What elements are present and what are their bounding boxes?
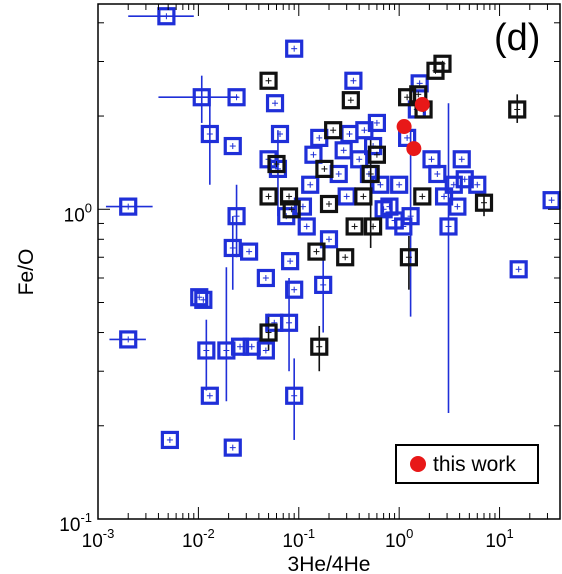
legend-marker	[410, 456, 426, 472]
data-point-square	[433, 54, 452, 73]
data-point-square	[364, 217, 383, 236]
data-point-square	[399, 248, 418, 267]
data-point-square	[119, 330, 138, 349]
data-point-square	[157, 7, 176, 26]
data-point-square	[200, 124, 219, 144]
data-point-square	[428, 164, 447, 184]
data-point-square	[508, 100, 527, 119]
data-point-square	[439, 217, 458, 236]
data-point-square	[468, 175, 487, 194]
data-point-square	[341, 91, 360, 110]
data-point-square	[190, 288, 209, 307]
data-point-square	[301, 175, 320, 194]
data-point-square	[413, 187, 432, 206]
data-point-square	[259, 71, 278, 90]
data-point-square	[374, 200, 393, 219]
data-point-square	[324, 121, 343, 140]
data-point-square	[410, 74, 429, 93]
data-point-square	[337, 187, 356, 206]
data-point-square	[304, 145, 323, 164]
data-point-square	[345, 217, 364, 236]
x-tick-label: 101	[485, 526, 513, 552]
data-point-square	[361, 164, 380, 184]
data-point-square	[227, 207, 246, 226]
data-point-square	[307, 242, 326, 261]
data-point-square	[259, 187, 278, 206]
data-point-square	[367, 113, 386, 133]
this-work-point	[396, 119, 412, 135]
data-point-square	[448, 197, 467, 216]
y-tick-label: 10-1	[59, 510, 92, 536]
data-point-square	[509, 260, 528, 279]
data-point-square	[350, 150, 369, 169]
data-point-square	[319, 194, 339, 214]
data-point-square	[194, 290, 213, 309]
data-point-square	[344, 71, 363, 90]
data-point-square	[265, 94, 285, 113]
data-point-square	[285, 386, 304, 405]
data-point-square	[354, 187, 373, 206]
x-tick-label: 100	[385, 526, 413, 552]
panel-label: (d)	[494, 17, 540, 59]
data-point-square	[192, 88, 211, 107]
data-point-square	[279, 187, 299, 206]
data-point-square	[282, 200, 301, 219]
x-tick-label: 10-2	[182, 526, 215, 552]
data-point-square	[455, 170, 474, 189]
legend: this work	[395, 444, 539, 484]
data-point-square	[285, 39, 304, 58]
data-point-square	[267, 154, 286, 174]
this-work-point	[414, 96, 430, 112]
data-point-square	[119, 197, 138, 216]
data-point-square	[542, 191, 561, 210]
axes: 10-3 10-2 10-1 100 101 10-1 100	[59, 3, 561, 552]
x-tick-label: 10-3	[82, 526, 115, 552]
data-point-square	[367, 145, 386, 164]
data-point-square	[197, 341, 216, 360]
data-point-square	[293, 197, 313, 216]
this-work-point	[406, 141, 422, 157]
data-point-square	[444, 175, 463, 194]
data-point-square	[452, 150, 471, 169]
data-point-square	[315, 159, 334, 179]
data-point-square	[319, 230, 339, 249]
data-point-square	[285, 280, 304, 299]
data-point-square	[297, 217, 316, 236]
legend-label: this work	[433, 453, 516, 476]
data-point-square	[314, 275, 333, 294]
data-point-square	[281, 252, 300, 271]
data-point-square	[160, 430, 179, 450]
x-tick-label: 10-1	[282, 526, 315, 552]
data-point-square	[434, 187, 454, 206]
data-marks	[119, 7, 561, 457]
data-point-square	[223, 438, 242, 457]
data-point-square	[390, 175, 409, 194]
data-point-square	[256, 341, 275, 360]
data-point-square	[240, 242, 259, 261]
data-point-square	[401, 207, 420, 226]
data-point-square	[398, 88, 417, 107]
data-point-square	[223, 136, 242, 156]
data-point-square	[474, 193, 494, 212]
x-axis-title: 3He/4He	[288, 553, 371, 574]
data-point-square	[270, 124, 290, 144]
data-point-square	[279, 313, 299, 332]
data-point-square	[310, 337, 329, 356]
data-point-square	[371, 175, 390, 194]
y-tick-label: 100	[64, 200, 92, 226]
data-point-square	[230, 337, 250, 356]
data-point-square	[336, 248, 355, 267]
data-point-square	[256, 268, 275, 288]
data-point-square	[227, 88, 246, 107]
y-axis-title: Fe/O	[15, 249, 38, 296]
data-point-square	[200, 386, 219, 405]
data-point-square	[259, 323, 278, 342]
